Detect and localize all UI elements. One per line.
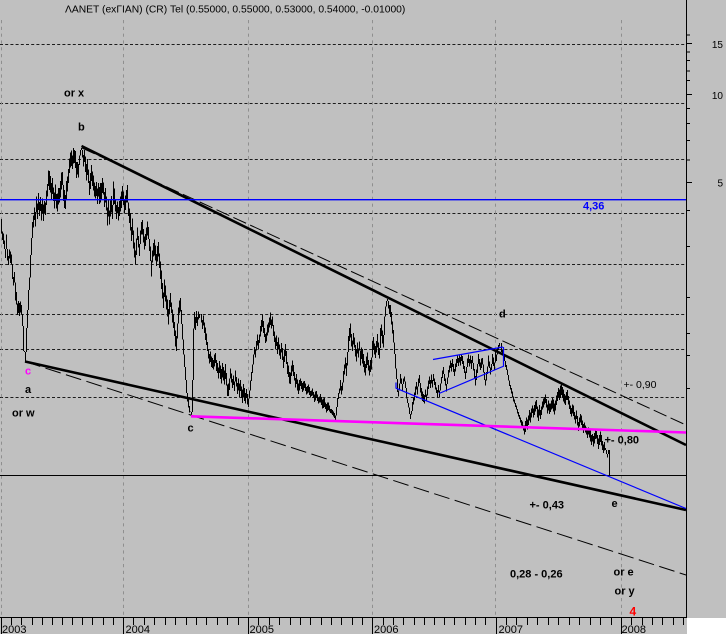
- svg-text:b: b: [78, 122, 85, 134]
- svg-text:or w: or w: [12, 408, 35, 420]
- svg-text:2008: 2008: [622, 624, 646, 634]
- svg-text:0,28 - 0,26: 0,28 - 0,26: [510, 569, 563, 581]
- svg-text:+- 0,43: +- 0,43: [530, 500, 565, 512]
- svg-text:e: e: [612, 498, 618, 510]
- svg-text:4: 4: [630, 605, 637, 619]
- svg-text:4,36: 4,36: [583, 201, 604, 213]
- svg-text:ΛΑΝΕΤ (exΓΙΑΝ) (CR) Tel (0.550: ΛΑΝΕΤ (exΓΙΑΝ) (CR) Tel (0.55000, 0.5500…: [65, 5, 405, 16]
- svg-text:+- 0,80: +- 0,80: [605, 435, 640, 447]
- svg-text:15: 15: [712, 40, 724, 51]
- svg-text:2007: 2007: [499, 624, 523, 634]
- svg-text:2006: 2006: [374, 624, 398, 634]
- svg-text:2004: 2004: [126, 624, 150, 634]
- svg-text:2003: 2003: [2, 624, 26, 634]
- svg-text:a: a: [25, 384, 32, 396]
- svg-text:2005: 2005: [250, 624, 274, 634]
- svg-text:d: d: [499, 309, 506, 321]
- svg-text:c: c: [188, 423, 194, 435]
- svg-text:+- 0,90: +- 0,90: [624, 379, 657, 391]
- svg-text:5: 5: [717, 179, 723, 190]
- svg-text:or x: or x: [64, 88, 85, 100]
- svg-text:c: c: [25, 366, 31, 378]
- svg-text:or y: or y: [615, 586, 636, 598]
- svg-text:or e: or e: [614, 567, 634, 579]
- svg-text:10: 10: [712, 91, 724, 102]
